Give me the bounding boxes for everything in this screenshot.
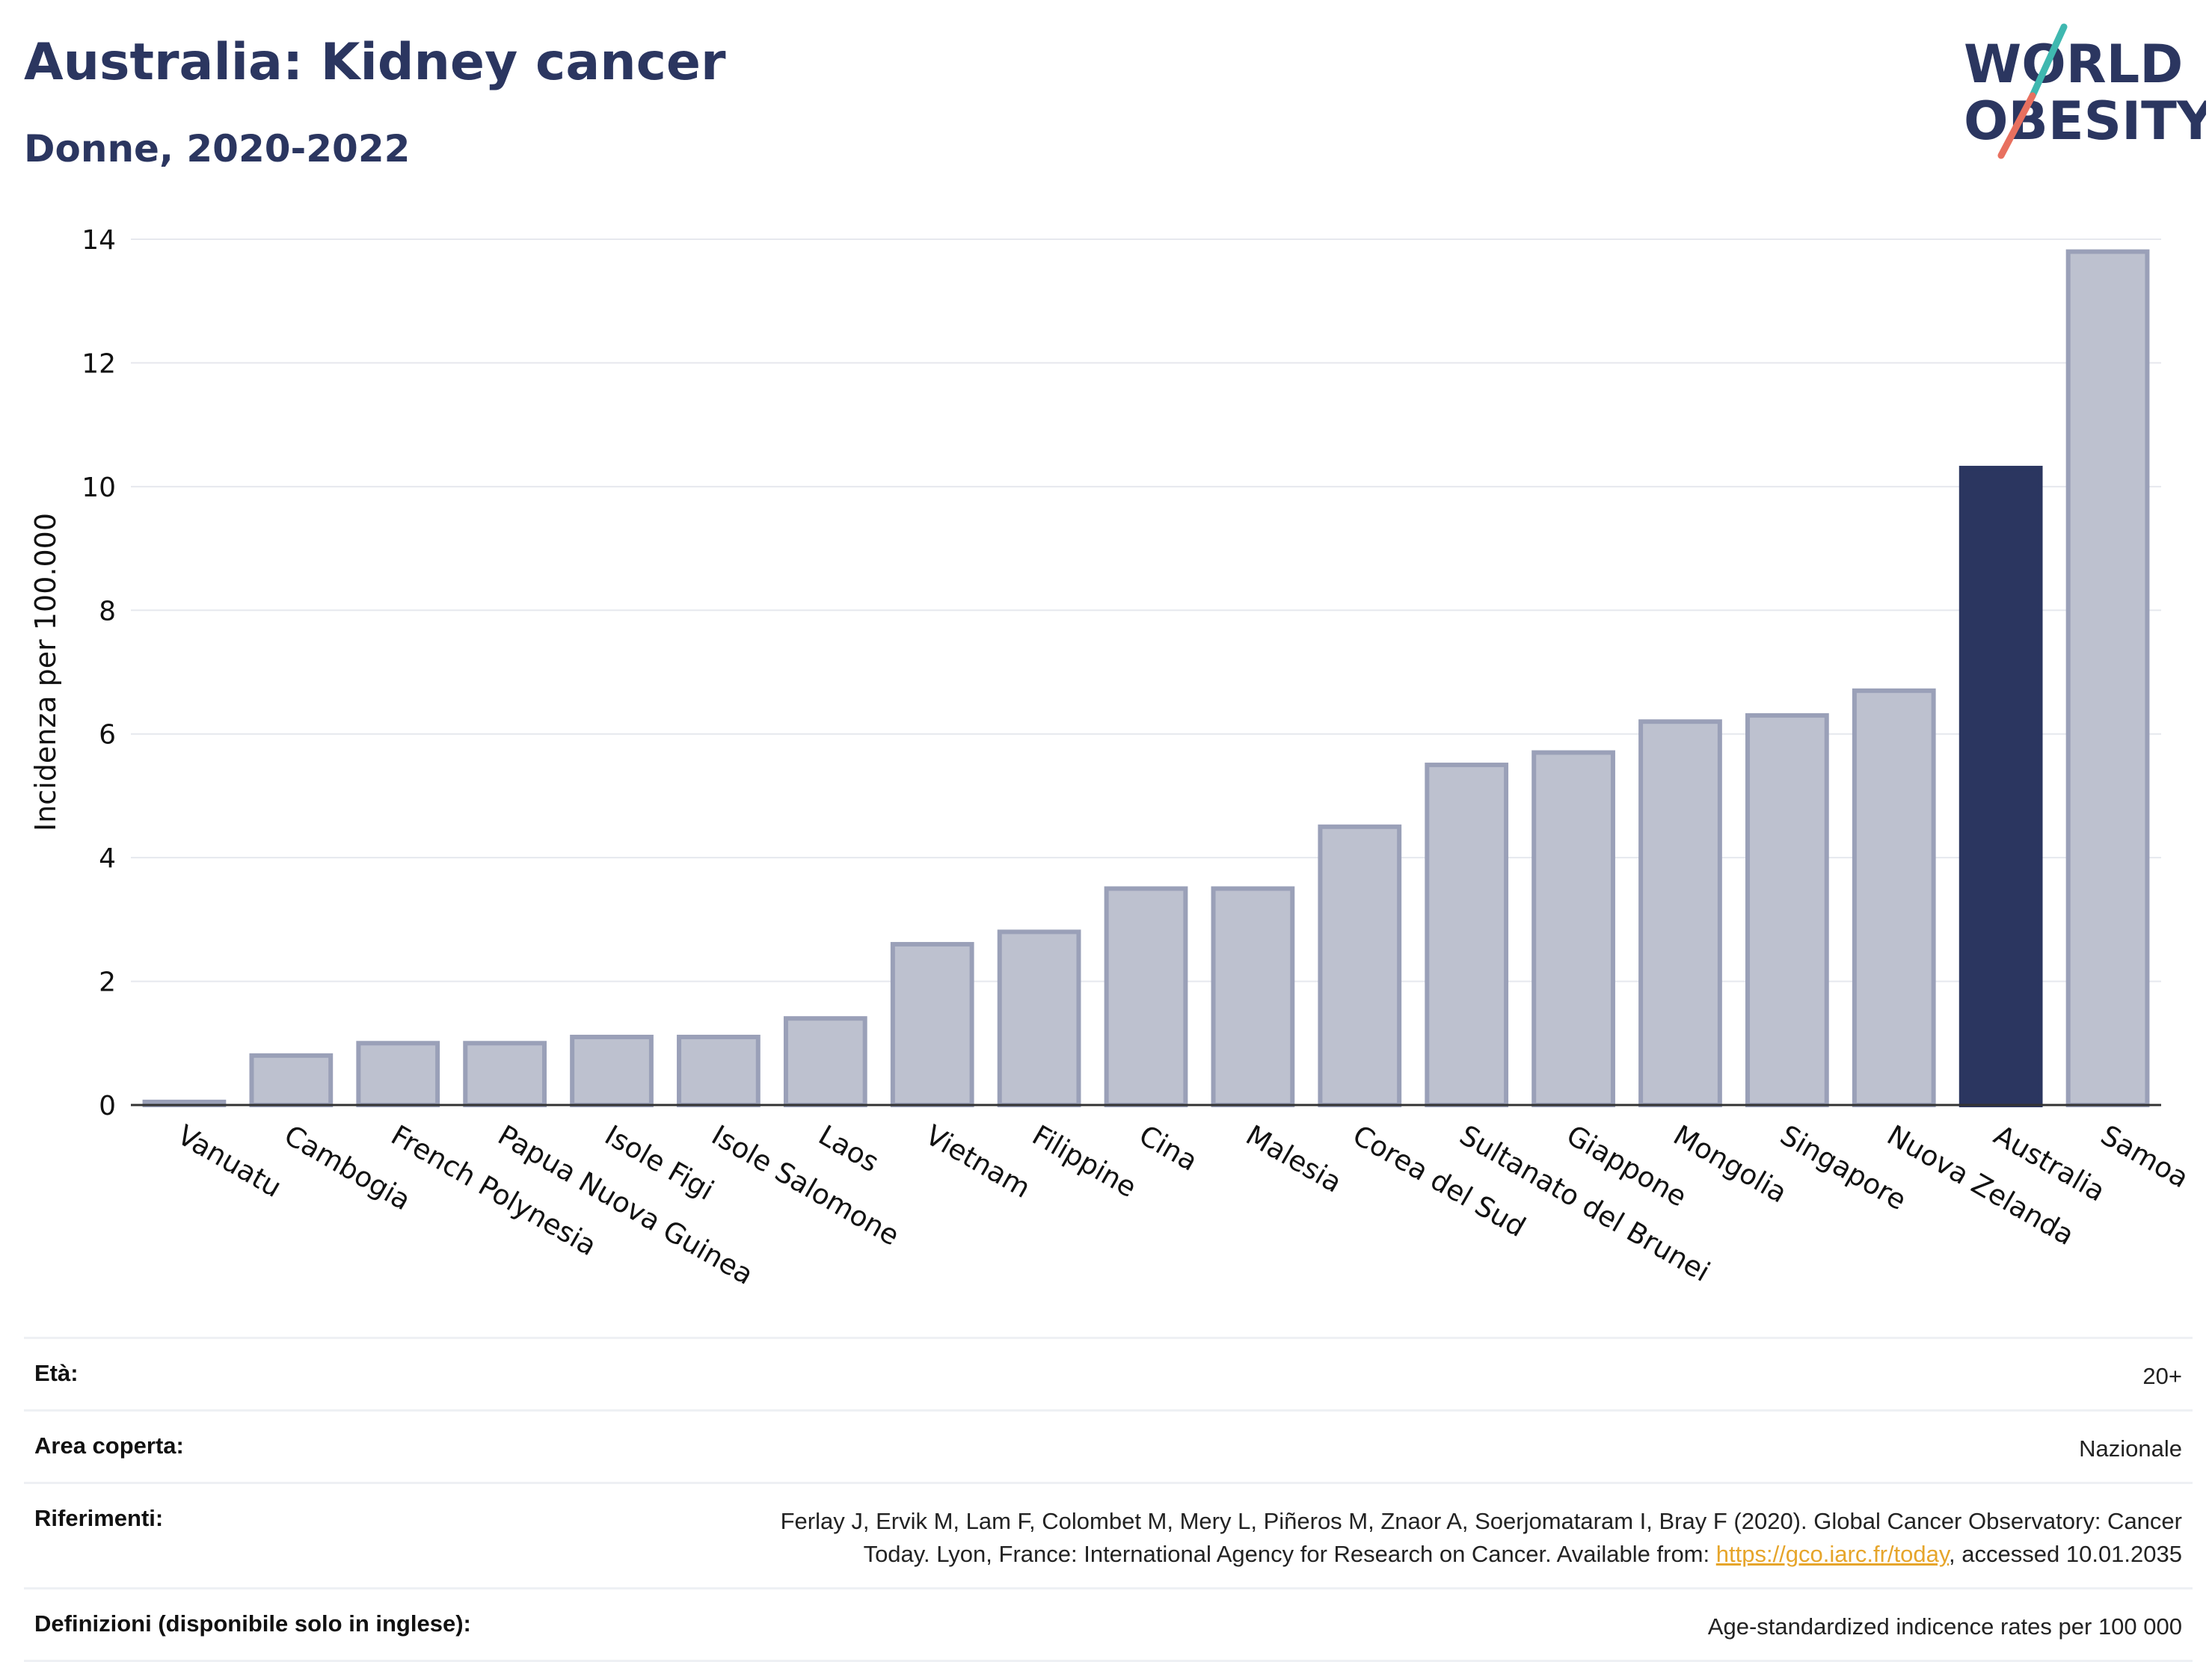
reference-link[interactable]: https://gco.iarc.fr/today xyxy=(1715,1541,1950,1567)
x-tick-label: Mongolia xyxy=(1668,1119,1792,1210)
meta-age-value: 20+ xyxy=(2142,1363,2182,1389)
x-tick-label: Laos xyxy=(813,1119,884,1179)
y-tick-label: 12 xyxy=(82,348,116,379)
meta-row-references: Riferimenti: Ferlay J, Ervik M, Lam F, C… xyxy=(24,1482,2193,1587)
metadata-table: Età: 20+ Area coperta: Nazionale Riferim… xyxy=(24,1337,2193,1662)
meta-refs-label: Riferimenti: xyxy=(34,1505,164,1531)
y-tick-label: 0 xyxy=(99,1091,116,1121)
x-tick-label: Samoa xyxy=(2095,1119,2194,1195)
bar xyxy=(1745,712,1829,1107)
meta-row-age: Età: 20+ xyxy=(24,1337,2193,1409)
x-tick-label: Vietnam xyxy=(920,1119,1036,1204)
bar xyxy=(1852,688,1936,1107)
x-tick-label: Malesia xyxy=(1241,1119,1348,1199)
meta-refs-line2a: Today. Lyon, France: International Agenc… xyxy=(863,1541,1716,1567)
bar xyxy=(1104,886,1188,1107)
y-tick-labels: 0 2 4 6 8 10 12 14 xyxy=(82,225,116,1121)
logo-slash-teal xyxy=(2029,23,2068,99)
bar xyxy=(356,1041,440,1108)
bar xyxy=(249,1053,334,1108)
meta-defs-label: Definizioni (disponibile solo in inglese… xyxy=(34,1610,471,1637)
page-title: Australia: Kidney cancer xyxy=(24,33,726,92)
bar xyxy=(570,1035,654,1107)
x-tick-label: Nuova Zelanda xyxy=(1881,1119,2080,1252)
page-subtitle: Donne, 2020-2022 xyxy=(24,127,411,170)
x-tick-label: Vanuatu xyxy=(172,1119,287,1204)
y-tick-label: 6 xyxy=(99,720,116,751)
bar xyxy=(1425,763,1509,1107)
y-tick-label: 14 xyxy=(82,225,116,256)
meta-row-area: Area coperta: Nazionale xyxy=(24,1409,2193,1482)
bars xyxy=(142,249,2150,1108)
y-tick-label: 8 xyxy=(99,596,116,627)
meta-row-definitions: Definizioni (disponibile solo in inglese… xyxy=(24,1587,2193,1662)
x-tick-label: Isole Salomone xyxy=(706,1119,904,1252)
meta-area-label: Area coperta: xyxy=(34,1432,184,1459)
meta-refs-line2b: , accessed 10.01.2035 xyxy=(1949,1541,2182,1567)
bar xyxy=(2065,249,2150,1107)
bar xyxy=(1318,824,1402,1108)
meta-age-label: Età: xyxy=(34,1360,79,1386)
logo-line-2: OBESITY xyxy=(1964,90,2206,152)
logo-line-1: WORLD xyxy=(1964,34,2183,95)
bar xyxy=(463,1041,547,1108)
world-obesity-logo: WORLD OBESITY xyxy=(1964,23,2206,159)
bar xyxy=(890,941,974,1108)
bar xyxy=(997,929,1081,1108)
bar xyxy=(1211,886,1295,1107)
y-axis-label: Incidenza per 100.000 xyxy=(29,513,62,831)
y-tick-label: 4 xyxy=(99,843,116,874)
x-tick-label: Filippine xyxy=(1027,1119,1142,1204)
bar xyxy=(1638,719,1722,1107)
bar xyxy=(783,1016,867,1107)
bar xyxy=(1958,466,2043,1107)
logo-slash-coral xyxy=(1997,92,2036,159)
bar xyxy=(1531,750,1615,1107)
meta-area-value: Nazionale xyxy=(2079,1435,2182,1462)
bar xyxy=(677,1035,761,1107)
x-tick-label: Cina xyxy=(1134,1119,1203,1178)
y-tick-label: 2 xyxy=(99,967,116,998)
y-tick-label: 10 xyxy=(82,473,116,503)
meta-refs-value: Ferlay J, Ervik M, Lam F, Colombet M, Me… xyxy=(781,1505,2182,1571)
meta-defs-value: Age-standardized indicence rates per 100… xyxy=(1707,1613,2182,1640)
meta-refs-line1: Ferlay J, Ervik M, Lam F, Colombet M, Me… xyxy=(780,1508,2182,1534)
